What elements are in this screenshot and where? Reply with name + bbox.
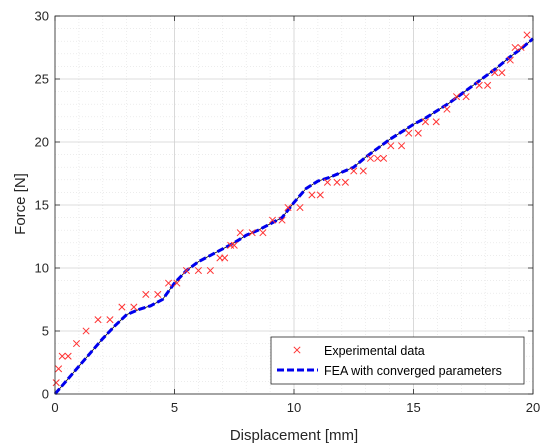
experimental-point <box>206 266 214 275</box>
x-tick-label: 20 <box>526 400 540 415</box>
experimental-point <box>341 178 349 186</box>
y-tick-label: 30 <box>35 9 49 24</box>
experimental-point <box>387 142 395 150</box>
experimental-point <box>58 352 66 360</box>
experimental-point <box>221 254 229 262</box>
y-tick-label: 20 <box>35 135 49 150</box>
experimental-point <box>82 327 90 335</box>
experimental-point <box>236 229 244 237</box>
experimental-point <box>118 303 126 311</box>
experimental-point <box>64 352 72 360</box>
experimental-point <box>142 290 150 299</box>
experimental-point <box>259 229 267 237</box>
y-tick-label: 15 <box>35 198 49 213</box>
experimental-point <box>484 81 492 89</box>
experimental-point <box>278 216 286 224</box>
y-tick-label: 5 <box>42 324 49 339</box>
experimental-point <box>230 241 238 249</box>
experimental-point <box>130 303 138 311</box>
experimental-point <box>308 191 316 199</box>
experimental-point <box>421 118 430 126</box>
legend-experimental-marker <box>293 346 301 354</box>
experimental-point <box>523 31 531 39</box>
experimental-point <box>432 118 440 126</box>
experimental-point <box>366 154 375 162</box>
fea-series <box>53 37 534 395</box>
experimental-point <box>374 154 382 162</box>
experimental-point <box>248 229 256 237</box>
axes <box>54 15 534 395</box>
experimental-point <box>284 203 292 212</box>
experimental-point <box>350 167 358 175</box>
experimental-series <box>52 31 531 387</box>
experimental-point <box>506 56 514 64</box>
legend-box <box>270 336 525 385</box>
experimental-point <box>164 279 173 287</box>
experimental-point <box>414 129 422 137</box>
experimental-point <box>511 43 519 52</box>
x-tick-label: 5 <box>171 400 178 415</box>
experimental-point <box>55 365 63 373</box>
legend: Experimental data FEA with converged par… <box>270 336 525 385</box>
experimental-point <box>380 154 388 162</box>
experimental-point <box>475 81 483 89</box>
fea-line <box>53 37 534 395</box>
experimental-point <box>52 379 60 387</box>
experimental-point <box>498 69 506 77</box>
experimental-point <box>491 69 499 77</box>
experimental-point <box>333 178 341 186</box>
experimental-point <box>154 290 162 299</box>
experimental-point <box>517 43 525 52</box>
y-tick-label: 25 <box>35 72 49 87</box>
experimental-point <box>397 142 406 150</box>
experimental-point <box>182 266 191 275</box>
experimental-point <box>94 316 102 324</box>
tick-labels: 0 5 10 15 20 0 5 10 15 20 25 30 <box>35 9 541 416</box>
experimental-point <box>316 191 324 199</box>
experimental-point <box>359 167 367 175</box>
experimental-point <box>462 93 470 101</box>
x-tick-label: 15 <box>406 400 420 415</box>
experimental-point <box>443 105 451 113</box>
x-axis-title: Displacement [mm] <box>230 427 358 444</box>
y-tick-label: 10 <box>35 261 49 276</box>
experimental-point <box>405 129 413 137</box>
experimental-point <box>194 266 202 275</box>
experimental-point <box>296 203 304 212</box>
y-axis-title: Force [N] <box>12 173 29 235</box>
experimental-point <box>268 216 277 224</box>
y-tick-label: 0 <box>42 387 49 402</box>
experimental-point <box>106 316 114 324</box>
experimental-point <box>72 340 81 348</box>
experimental-point <box>323 178 332 186</box>
x-tick-label: 10 <box>287 400 301 415</box>
x-tick-label: 0 <box>51 400 58 415</box>
legend-fea-label: FEA with converged parameters <box>324 364 502 378</box>
experimental-point <box>173 279 181 287</box>
legend-experimental-label: Experimental data <box>324 344 425 358</box>
experimental-point <box>452 93 461 101</box>
legend-marker-x <box>293 346 301 354</box>
